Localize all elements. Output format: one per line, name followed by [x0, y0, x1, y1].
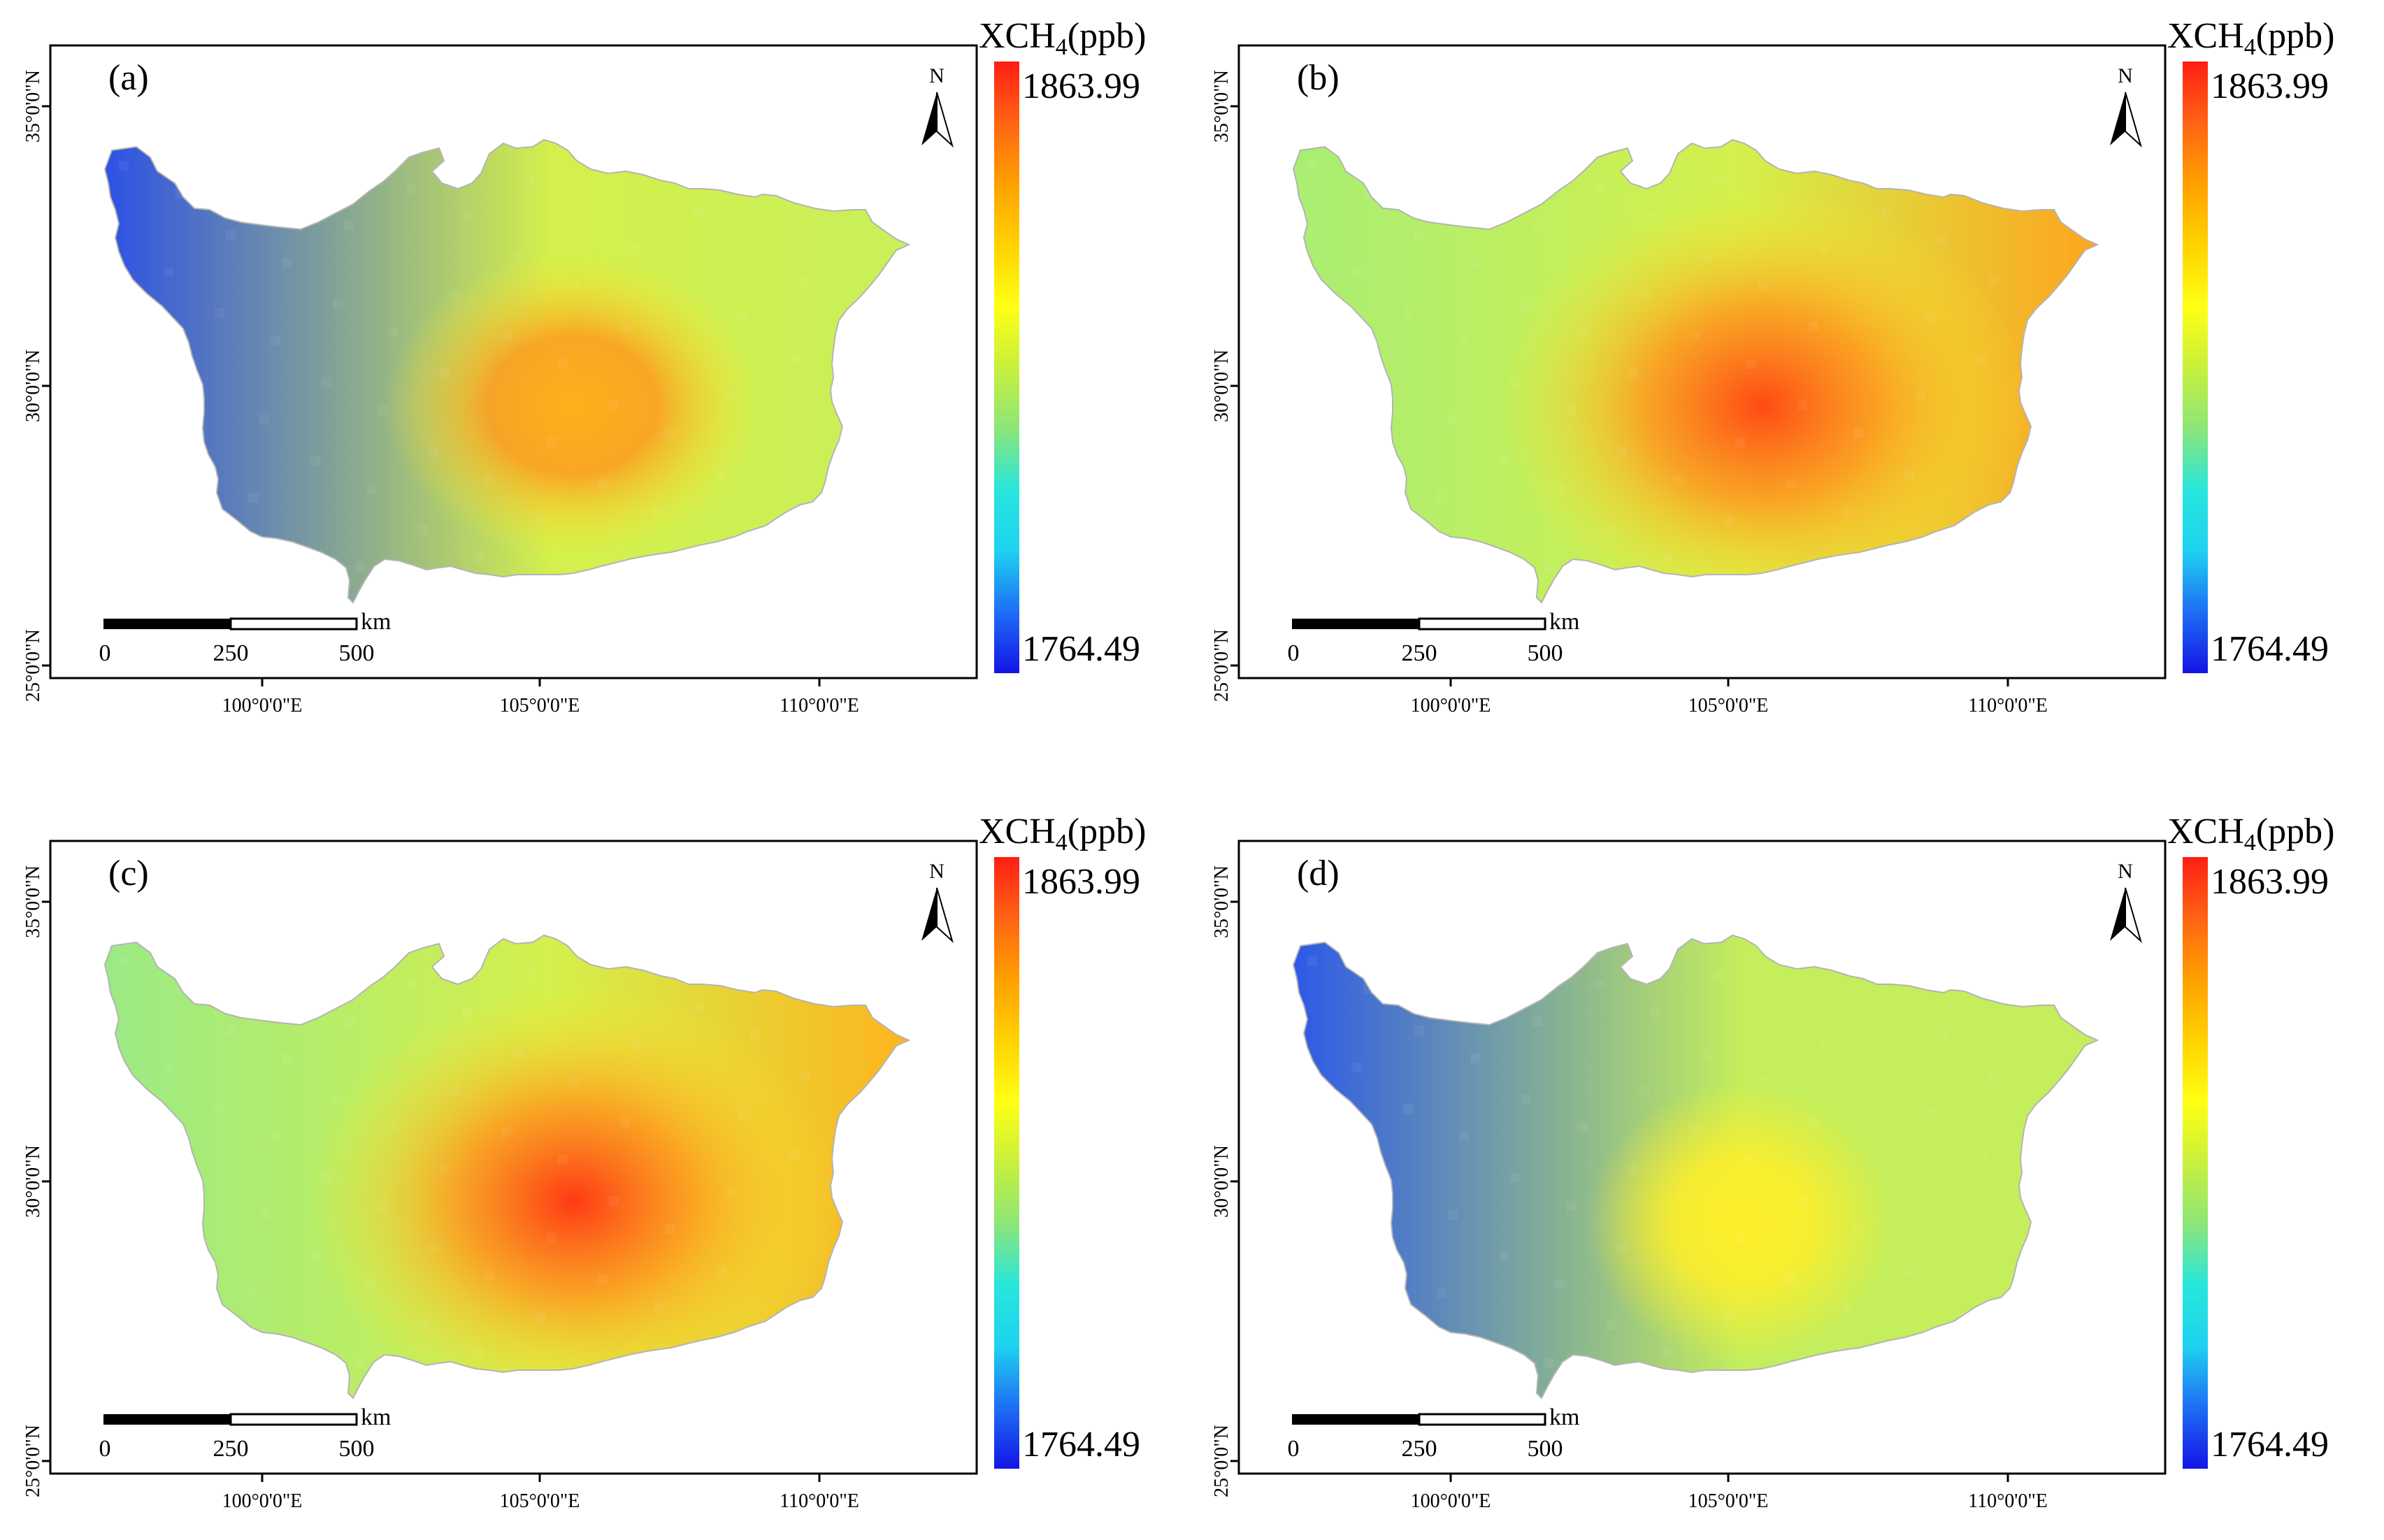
lat-tick-label: 35°0'0"N [1211, 865, 1233, 938]
panel-label: (a) [108, 58, 149, 98]
lon-tick-label: 100°0'0"E [1411, 1490, 1491, 1512]
north-label: N [2118, 860, 2133, 883]
scale-tick-label: 500 [339, 640, 375, 666]
scale-bar-black [103, 1414, 231, 1425]
scale-tick-label: 0 [99, 640, 111, 666]
map-panel-1: (a) N 35°0'0"N 30°0'0"N 25°0'0"N 100°0'0"E 105… [22, 16, 1146, 717]
colorbar-min-label: 1764.49 [2211, 1425, 2329, 1465]
lat-tick-label: 25°0'0"N [1211, 1425, 1233, 1497]
region-outline [1292, 934, 2099, 1399]
lon-tick-label: 110°0'0"E [780, 1490, 859, 1512]
lon-tick-label: 100°0'0"E [1411, 695, 1491, 717]
lat-tick-label: 30°0'0"N [1211, 350, 1233, 422]
lon-tick-label: 105°0'0"E [1688, 1490, 1769, 1512]
lon-tick-label: 110°0'0"E [1968, 695, 2048, 717]
lat-tick-label: 30°0'0"N [22, 1145, 44, 1218]
scale-bar-white [229, 1413, 358, 1426]
scale-tick-label: 250 [213, 1436, 249, 1462]
colorbar-max-label: 1863.99 [2211, 862, 2329, 902]
colorbar [2183, 62, 2208, 673]
scale-tick-label: 0 [1288, 640, 1300, 666]
scale-bar-black [1292, 1414, 1419, 1425]
map-panel-3: (c) N 35°0'0"N 30°0'0"N 25°0'0"N 100°0'0"E 105… [22, 812, 1146, 1512]
scale-tick-label: 500 [1528, 1436, 1563, 1462]
north-arrow-icon [921, 887, 954, 944]
panel-label: (d) [1297, 854, 1340, 893]
colorbar [994, 857, 1019, 1469]
scale-tick-label: 0 [99, 1436, 111, 1462]
lat-tick-label: 35°0'0"N [22, 865, 44, 938]
scale-bar-black [1292, 619, 1419, 629]
lon-tick-label: 100°0'0"E [222, 695, 303, 717]
legend-title: XCH4(ppb) [2167, 16, 2334, 60]
colorbar [994, 62, 1019, 673]
region-outline [1292, 138, 2099, 604]
colorbar [2183, 857, 2208, 1469]
lon-tick-label: 105°0'0"E [1688, 695, 1769, 717]
panel-label: (b) [1297, 58, 1340, 98]
colorbar-min-label: 1764.49 [2211, 629, 2329, 669]
lat-tick-label: 35°0'0"N [1211, 70, 1233, 143]
map-panel-4: (d) N 35°0'0"N 30°0'0"N 25°0'0"N 100°0'0"E 105… [1211, 812, 2334, 1512]
scale-unit: km [1549, 1404, 1579, 1430]
lat-tick-label: 25°0'0"N [1211, 629, 1233, 702]
scale-unit: km [361, 1404, 391, 1430]
colorbar-max-label: 1863.99 [2211, 66, 2329, 106]
north-label: N [2118, 64, 2133, 87]
region-outline [103, 138, 911, 604]
lon-tick-label: 100°0'0"E [222, 1490, 303, 1512]
map-panel-2: (b) N 35°0'0"N 30°0'0"N 25°0'0"N 100°0'0"E 105… [1211, 16, 2334, 717]
scale-tick-label: 500 [339, 1436, 375, 1462]
scale-unit: km [1549, 609, 1579, 635]
legend-title: XCH4(ppb) [979, 16, 1146, 60]
colorbar-min-label: 1764.49 [1022, 629, 1140, 669]
north-label: N [929, 64, 945, 87]
lat-tick-label: 35°0'0"N [22, 70, 44, 143]
panel-label: (c) [108, 854, 149, 893]
scale-tick-label: 250 [1402, 1436, 1437, 1462]
north-label: N [929, 860, 945, 883]
scale-bar-black [103, 619, 231, 629]
lon-tick-label: 105°0'0"E [500, 695, 580, 717]
scale-tick-label: 0 [1288, 1436, 1300, 1462]
region-outline [103, 934, 911, 1399]
colorbar-max-label: 1863.99 [1022, 66, 1140, 106]
lat-tick-label: 25°0'0"N [22, 629, 44, 702]
scale-bar-white [1418, 1413, 1546, 1426]
lat-tick-label: 30°0'0"N [22, 350, 44, 422]
scale-unit: km [361, 609, 391, 635]
lon-tick-label: 110°0'0"E [1968, 1490, 2048, 1512]
north-arrow-icon [921, 92, 954, 148]
lon-tick-label: 105°0'0"E [500, 1490, 580, 1512]
scale-tick-label: 250 [213, 640, 249, 666]
colorbar-max-label: 1863.99 [1022, 862, 1140, 902]
scale-tick-label: 250 [1402, 640, 1437, 666]
lon-tick-label: 110°0'0"E [780, 695, 859, 717]
legend-title: XCH4(ppb) [979, 812, 1146, 856]
north-arrow-icon [2110, 887, 2142, 944]
scale-tick-label: 500 [1528, 640, 1563, 666]
lat-tick-label: 30°0'0"N [1211, 1145, 1233, 1218]
north-arrow-icon [2110, 92, 2142, 148]
lat-tick-label: 25°0'0"N [22, 1425, 44, 1497]
legend-title: XCH4(ppb) [2167, 812, 2334, 856]
scale-bar-white [1418, 617, 1546, 631]
colorbar-min-label: 1764.49 [1022, 1425, 1140, 1465]
scale-bar-white [229, 617, 358, 631]
